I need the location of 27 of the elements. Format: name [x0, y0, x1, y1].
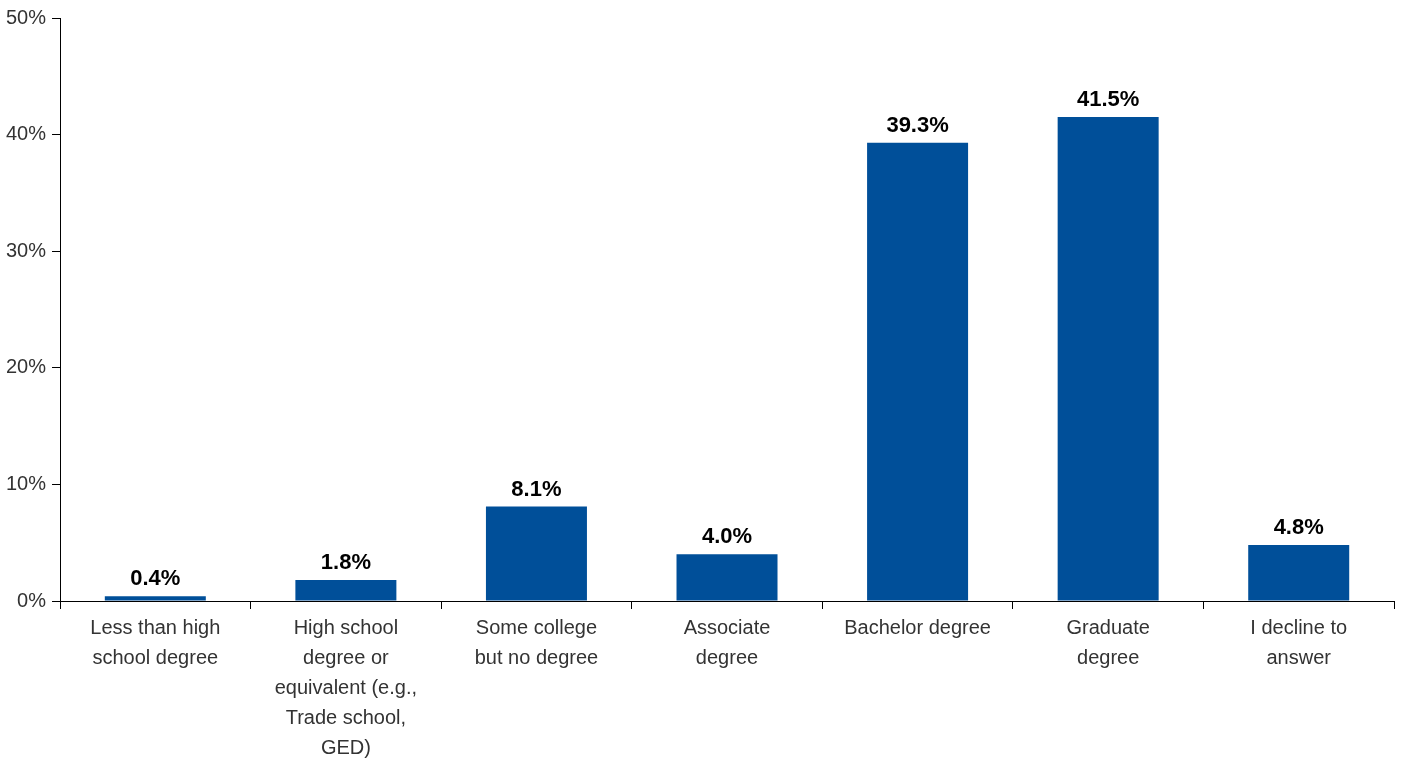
bar [867, 142, 969, 601]
x-tick-label: High school degree or equivalent (e.g., Trade school, GED) [274, 615, 418, 758]
bar [1248, 545, 1350, 601]
bar [1057, 117, 1159, 601]
data-label: 1.8% [320, 549, 371, 575]
data-label: 4.8% [1273, 514, 1324, 540]
x-tick-label: Some college but no degree [474, 615, 599, 668]
y-tick-label: 50% [6, 5, 47, 28]
y-tick-label: 0% [17, 588, 47, 611]
y-tick-label: 30% [6, 238, 47, 261]
x-tick-label: I decline to answer [1250, 615, 1348, 668]
bar [295, 580, 397, 601]
x-tick-label: Bachelor degree [844, 615, 991, 638]
x-tick-label: Associate degree [683, 615, 771, 668]
x-tick-label: Less than high school degree [90, 615, 221, 668]
x-tick-label: Graduate degree [1066, 615, 1150, 668]
data-label: 0.4% [130, 565, 181, 591]
bar [104, 596, 206, 601]
data-label: 39.3% [886, 111, 949, 137]
bar [485, 506, 587, 601]
y-tick-label: 10% [6, 471, 47, 494]
data-label: 8.1% [511, 475, 562, 501]
y-tick-label: 40% [6, 122, 47, 145]
data-label: 4.0% [701, 523, 753, 549]
y-tick-label: 20% [6, 355, 47, 378]
bar [676, 554, 778, 601]
data-label: 41.5% [1076, 86, 1140, 112]
